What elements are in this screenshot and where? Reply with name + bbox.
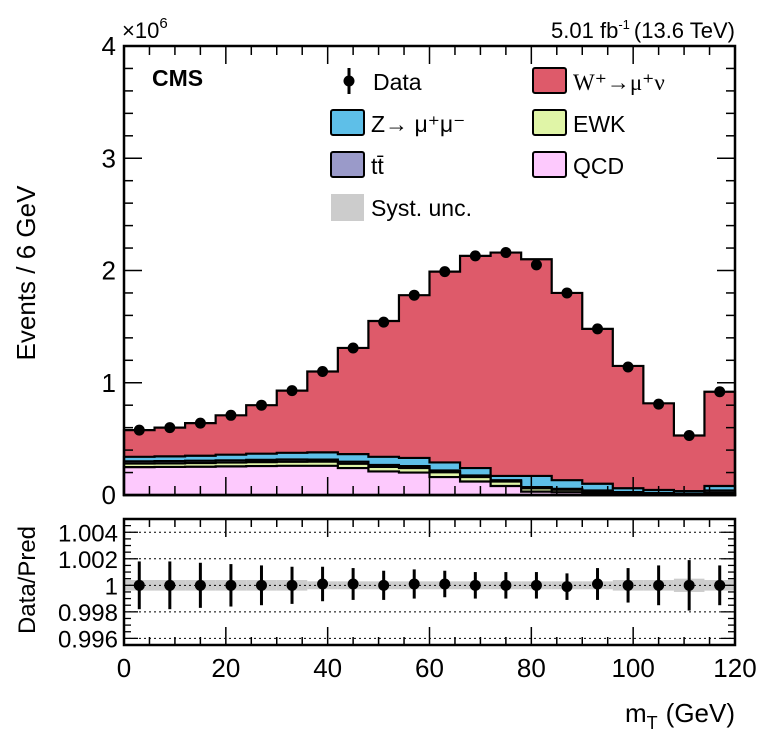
ratio-point (469, 579, 481, 591)
svg-text:tt̄: tt̄ (371, 153, 384, 179)
legend-entry-data: Data (343, 68, 422, 95)
ratio-point (561, 581, 573, 593)
ratio-y-tick-label: 1.004 (58, 520, 118, 547)
cms-label: CMS (152, 65, 203, 91)
y-multiplier: ×106 (122, 15, 168, 43)
ratio-point (714, 579, 726, 591)
data-point (469, 250, 481, 262)
data-point (683, 430, 695, 442)
data-point (255, 399, 267, 411)
data-point (500, 247, 512, 259)
ratio-point (286, 579, 298, 591)
main-data-points (133, 247, 726, 442)
ratio-point (408, 578, 420, 590)
legend: Data W⁺→μ⁺ν Z→ μ⁺μ⁻ EWK tt̄ QCD Syst. un… (330, 67, 665, 221)
x-tick-label: 100 (611, 653, 654, 683)
legend-entry-z: Z→ μ⁺μ⁻ (330, 109, 465, 137)
svg-text:Data: Data (373, 69, 422, 95)
legend-entry-ewk: EWK (532, 109, 626, 137)
ratio-point (622, 579, 634, 591)
lumi-label: 5.01 fb-1 (13.6 TeV) (551, 17, 735, 43)
x-tick-label: 120 (713, 653, 756, 683)
x-tick-label: 0 (117, 653, 131, 683)
ratio-point (133, 579, 145, 591)
ratio-point (530, 579, 542, 591)
ratio-y-tick-label: 0.998 (58, 600, 118, 627)
data-point (530, 259, 542, 271)
ratio-point (347, 578, 359, 590)
svg-text:EWK: EWK (573, 111, 626, 137)
svg-text:Z→ μ⁺μ⁻: Z→ μ⁺μ⁻ (371, 111, 465, 137)
data-point (133, 424, 145, 436)
data-point (561, 287, 573, 299)
ratio-point (439, 578, 451, 590)
x-tick-label: 80 (517, 653, 546, 683)
x-tick-label: 60 (415, 653, 444, 683)
ratio-point (194, 579, 206, 591)
ratio-y-axis-label: Data/Pred (14, 526, 41, 634)
svg-text:QCD: QCD (573, 153, 624, 179)
data-point (225, 409, 237, 421)
svg-text:W⁺→μ⁺ν: W⁺→μ⁺ν (573, 70, 665, 95)
main-y-axis-label: Events / 6 GeV (11, 185, 41, 361)
data-point (439, 266, 451, 278)
y-tick-label: 4 (102, 31, 116, 61)
data-point (714, 386, 726, 398)
data-point (622, 361, 634, 373)
ratio-y-tick-label: 1 (105, 573, 118, 600)
legend-entry-w: W⁺→μ⁺ν (532, 67, 665, 95)
ratio-point (500, 579, 512, 591)
ratio-point (378, 579, 390, 591)
stack-w (122, 251, 737, 497)
y-tick-label: 1 (102, 368, 116, 398)
data-point (592, 323, 604, 335)
y-tick-label: 0 (102, 480, 116, 510)
data-point (378, 316, 390, 328)
data-point (347, 342, 359, 354)
data-point (653, 398, 665, 410)
ratio-point (653, 579, 665, 591)
ratio-point (592, 578, 604, 590)
data-point (286, 385, 298, 397)
svg-text:Syst. unc.: Syst. unc. (371, 195, 472, 221)
ratio-point (683, 579, 695, 591)
data-point (194, 417, 206, 429)
data-point (317, 366, 329, 378)
x-tick-label: 40 (313, 653, 342, 683)
legend-entry-syst: Syst. unc. (331, 194, 472, 221)
ratio-point (317, 578, 329, 590)
ratio-point (164, 579, 176, 591)
y-tick-label: 2 (102, 256, 116, 286)
data-point (164, 422, 176, 434)
legend-entry-qcd: QCD (532, 151, 624, 179)
x-axis-label: mT (GeV) (625, 698, 735, 733)
legend-entry-ttbar: tt̄ (330, 151, 384, 179)
x-tick-label: 20 (211, 653, 240, 683)
ratio-y-tick-label: 1.002 (58, 547, 118, 574)
ratio-syst-band (124, 578, 735, 592)
ratio-y-tick-label: 0.996 (58, 626, 118, 653)
data-point (408, 289, 420, 301)
y-tick-label: 3 (102, 143, 116, 173)
main-stack-histogram (122, 251, 737, 497)
ratio-point (225, 579, 237, 591)
main-axes: 0 1 2 3 4 (102, 31, 737, 510)
ratio-data-points (133, 560, 726, 611)
ratio-point (255, 579, 267, 591)
